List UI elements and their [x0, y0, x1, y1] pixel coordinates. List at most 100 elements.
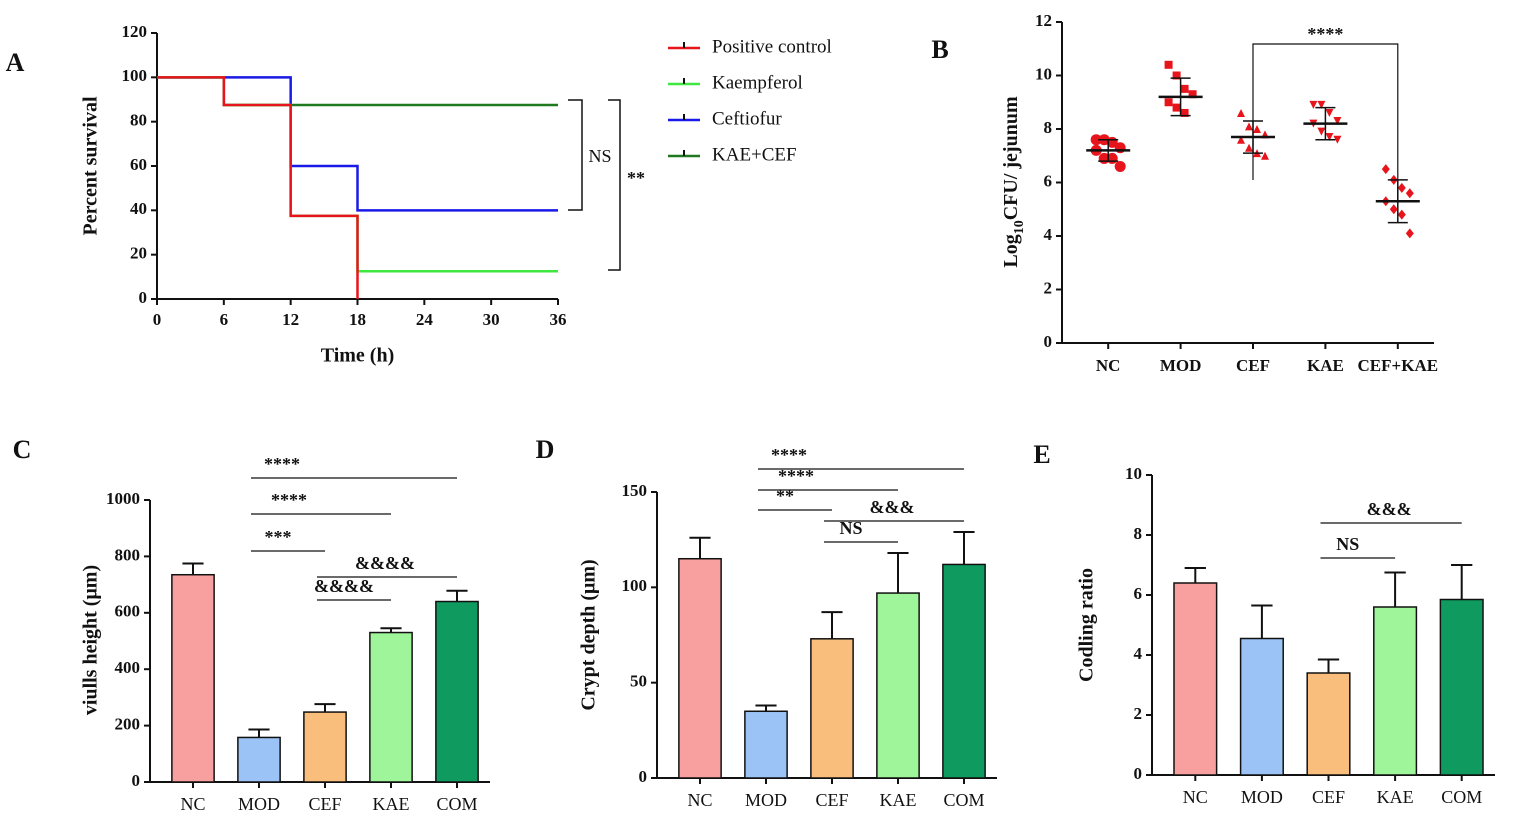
y-tick-label: 6: [1044, 171, 1053, 190]
point: [1237, 108, 1245, 117]
x-tick-label: MOD: [745, 790, 787, 810]
bar: [1173, 582, 1218, 776]
x-tick-label: NC: [687, 790, 712, 810]
x-tick-label: MOD: [238, 794, 280, 814]
x-tick-label: 0: [153, 310, 162, 329]
point: [1114, 160, 1126, 172]
point: [1253, 125, 1261, 133]
annotation: &&&: [1367, 499, 1412, 519]
point: [1245, 122, 1253, 131]
bar: [1239, 637, 1284, 776]
point: [1188, 90, 1197, 99]
y-tick-label: 12: [1035, 11, 1052, 30]
bar: [942, 563, 986, 779]
y-tick-label: 100: [122, 66, 148, 85]
point: [1090, 134, 1102, 146]
y-tick-label: 8: [1134, 524, 1143, 543]
y-tick-label: 0: [1134, 764, 1143, 783]
y-axis-label-part: 10: [1012, 220, 1027, 234]
x-tick-label: 24: [416, 310, 434, 329]
x-tick-label: 6: [220, 310, 229, 329]
error-bar: [1184, 567, 1206, 583]
error-bar: [1317, 658, 1340, 673]
y-tick-label: 800: [115, 545, 141, 564]
y-tick-label: 100: [622, 576, 648, 595]
error-bar: [953, 531, 975, 565]
point: [1172, 71, 1181, 80]
sd-bar: [1098, 138, 1119, 162]
point: [1261, 151, 1269, 160]
y-tick-label: 0: [132, 771, 141, 790]
y-tick-label: 10: [1035, 64, 1052, 83]
point: [1405, 188, 1414, 199]
y-tick-label: 200: [115, 715, 141, 734]
point: [1237, 135, 1245, 144]
annotation: ****: [1307, 24, 1343, 44]
y-tick-label: 60: [130, 155, 147, 174]
annotation: **: [627, 168, 645, 188]
panel-label: C: [13, 435, 32, 464]
point: [1317, 100, 1326, 109]
annotation: ****: [271, 490, 307, 510]
x-tick-label: NC: [1096, 356, 1121, 375]
point: [1317, 127, 1326, 136]
y-tick-label: 20: [130, 244, 147, 263]
annotation: NS: [588, 146, 611, 166]
annotation: NS: [1336, 534, 1359, 554]
bar: [171, 573, 215, 783]
annotation: &&&&: [355, 553, 415, 573]
point: [1180, 84, 1189, 93]
annotation: ****: [771, 445, 807, 465]
y-tick-label: 0: [139, 288, 148, 307]
point: [1164, 98, 1173, 107]
bar: [369, 631, 413, 783]
error-bar: [182, 562, 204, 575]
point: [1405, 228, 1414, 239]
bar: [303, 711, 347, 783]
point: [1309, 100, 1318, 109]
point: [1325, 108, 1334, 117]
survival-line: [157, 76, 558, 212]
y-tick-label: 600: [115, 602, 141, 621]
y-axis-label: Log10CFU/ jejunum: [1000, 96, 1027, 268]
x-tick-label: 12: [282, 310, 299, 329]
x-tick-label: CEF: [1236, 356, 1270, 375]
y-axis-label-part: CFU/ jejunum: [1000, 96, 1022, 220]
annotation: ****: [264, 454, 300, 474]
bar: [1439, 598, 1484, 776]
point: [1180, 108, 1189, 117]
x-tick-label: KAE: [1377, 787, 1414, 807]
panel-label: D: [536, 435, 555, 464]
error-bar: [314, 703, 336, 713]
point: [1389, 204, 1398, 215]
x-tick-label: 30: [483, 310, 500, 329]
panel-label: B: [931, 35, 948, 64]
x-tick-label: MOD: [1241, 787, 1283, 807]
y-tick-label: 4: [1134, 644, 1143, 663]
x-tick-label: KAE: [1307, 356, 1344, 375]
error-bar: [755, 704, 777, 712]
survival-line: [157, 76, 558, 107]
x-tick-label: NC: [1183, 787, 1208, 807]
point: [1397, 209, 1406, 220]
annotation: &&&&: [314, 576, 374, 596]
annotation: NS: [839, 518, 862, 538]
legend-label: KAE+CEF: [712, 144, 797, 165]
x-tick-label: CEF: [815, 790, 848, 810]
y-tick-label: 0: [639, 767, 648, 786]
y-tick-label: 2: [1044, 278, 1053, 297]
error-bar: [1451, 564, 1473, 600]
bracket: [1252, 43, 1399, 200]
x-tick-label: COM: [1441, 787, 1482, 807]
y-axis-label: viulls height (μm): [80, 565, 102, 715]
bar: [237, 736, 281, 783]
bar: [678, 557, 722, 779]
x-tick-label: COM: [436, 794, 477, 814]
error-bar: [887, 552, 909, 594]
panel-label: E: [1033, 440, 1050, 469]
y-tick-label: 150: [622, 481, 648, 500]
bar: [1306, 672, 1351, 776]
error-bar: [1384, 571, 1406, 607]
x-axis-label: Time (h): [321, 345, 395, 367]
